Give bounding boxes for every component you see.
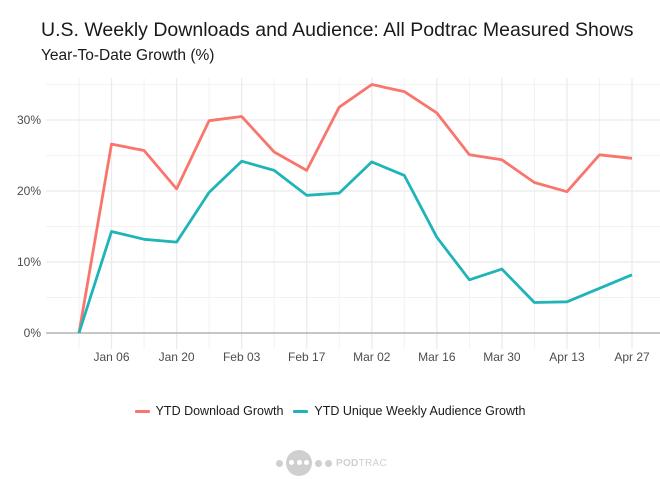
major-gridlines [46,78,660,349]
logo-text-bold: POD [336,457,359,469]
legend-item-downloads: YTD Download Growth [134,404,284,418]
logo-circle-icon [286,450,312,476]
x-tick-label: Apr 13 [549,350,585,364]
x-tick-label: Apr 27 [614,350,650,364]
legend-key-downloads [134,409,150,413]
x-tick-label: Feb 17 [288,350,326,364]
legend-label-downloads: YTD Download Growth [155,404,284,418]
legend-key-audience [293,409,309,413]
chart-title: U.S. Weekly Downloads and Audience: All … [41,19,634,41]
legend: YTD Download Growth YTD Unique Weekly Au… [0,404,660,418]
y-tick-label: 30% [17,113,41,127]
logo-dot-icon [315,459,322,467]
podtrac-logo: PODTRAC [276,450,387,476]
series-lines [77,83,633,334]
logo-dot-icon [325,459,332,467]
y-tick-label: 20% [17,184,41,198]
x-tick-label: Mar 16 [418,350,456,364]
logo-text: PODTRAC [336,458,387,469]
y-axis-labels: 0% 10% 20% 30% [17,113,41,340]
chart-subtitle: Year-To-Date Growth (%) [41,47,215,64]
x-tick-label: Feb 03 [223,350,261,364]
line-chart: 0% 10% 20% 30% Jan 06 Jan 20 Feb 03 Feb 17 Mar … [17,78,660,364]
x-tick-label: Mar 02 [353,350,391,364]
y-tick-label: 10% [17,255,41,269]
logo-text-light: TRAC [358,457,387,469]
x-axis-labels: Jan 06 Jan 20 Feb 03 Feb 17 Mar 02 Mar 16 Mar … [94,350,650,364]
x-tick-label: Jan 06 [94,350,130,364]
series-line-downloads [77,83,633,334]
legend-label-audience: YTD Unique Weekly Audience Growth [314,404,526,418]
logo-dot-icon [276,459,283,467]
y-tick-label: 0% [24,326,42,340]
legend-item-audience: YTD Unique Weekly Audience Growth [293,404,525,418]
x-tick-label: Jan 20 [159,350,195,364]
minor-gridlines [46,78,660,349]
x-tick-label: Mar 30 [483,350,521,364]
series-line-audience [77,159,633,334]
